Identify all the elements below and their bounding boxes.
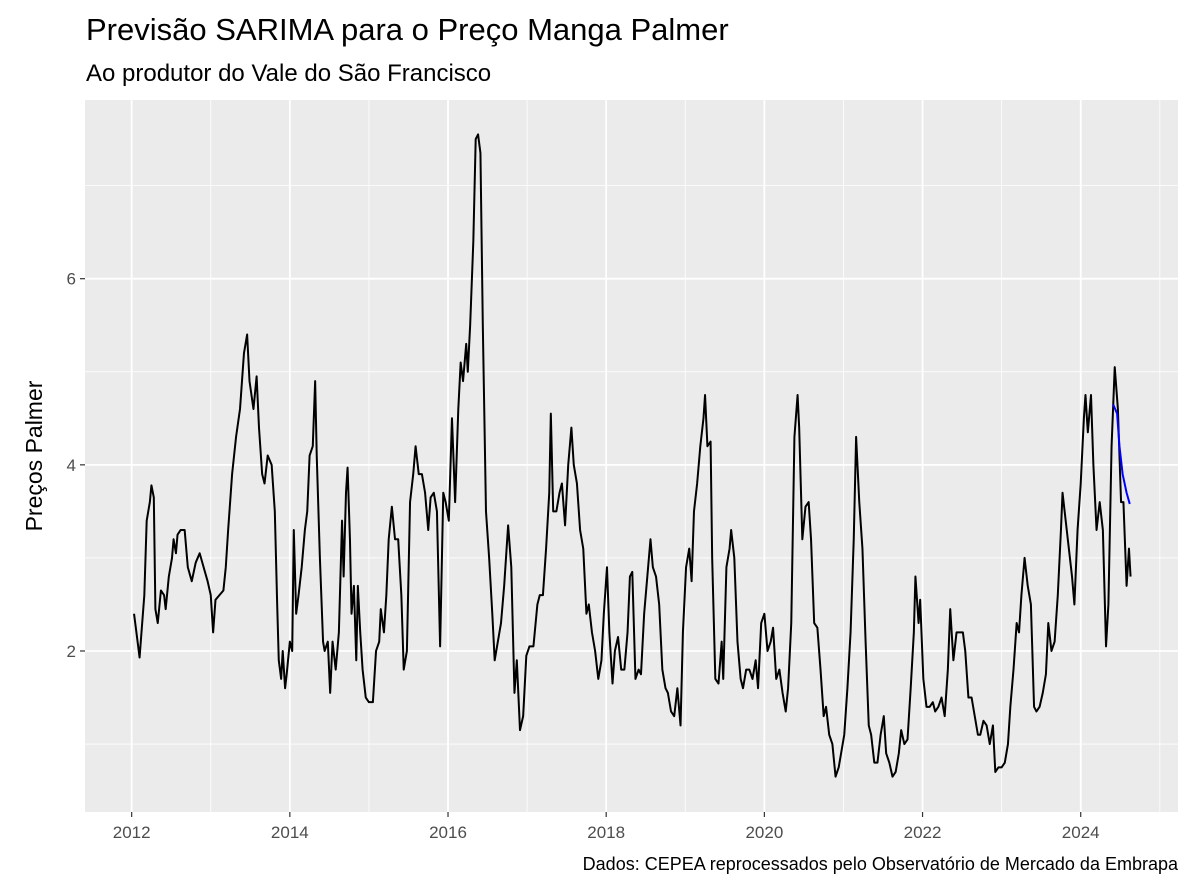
- x-tick-label: 2018: [587, 823, 625, 842]
- plot-panel: [85, 100, 1178, 812]
- chart-subtitle: Ao produtor do Vale do São Francisco: [86, 60, 491, 87]
- x-tick-label: 2024: [1062, 823, 1100, 842]
- x-tick-label: 2014: [271, 823, 309, 842]
- y-tick-label: 4: [67, 456, 76, 475]
- series-line: [133, 133, 1132, 778]
- x-tick-label: 2016: [429, 823, 467, 842]
- series-line: [1112, 403, 1131, 505]
- y-tick-label: 6: [67, 270, 76, 289]
- caption: Dados: CEPEA reprocessados pelo Observat…: [583, 854, 1179, 874]
- chart-title: Previsão SARIMA para o Preço Manga Palme…: [86, 12, 729, 47]
- y-tick-label: 2: [67, 642, 76, 661]
- x-tick-label: 2012: [113, 823, 151, 842]
- y-axis-label: Preços Palmer: [21, 380, 47, 531]
- x-tick-label: 2020: [745, 823, 783, 842]
- x-tick-label: 2022: [904, 823, 942, 842]
